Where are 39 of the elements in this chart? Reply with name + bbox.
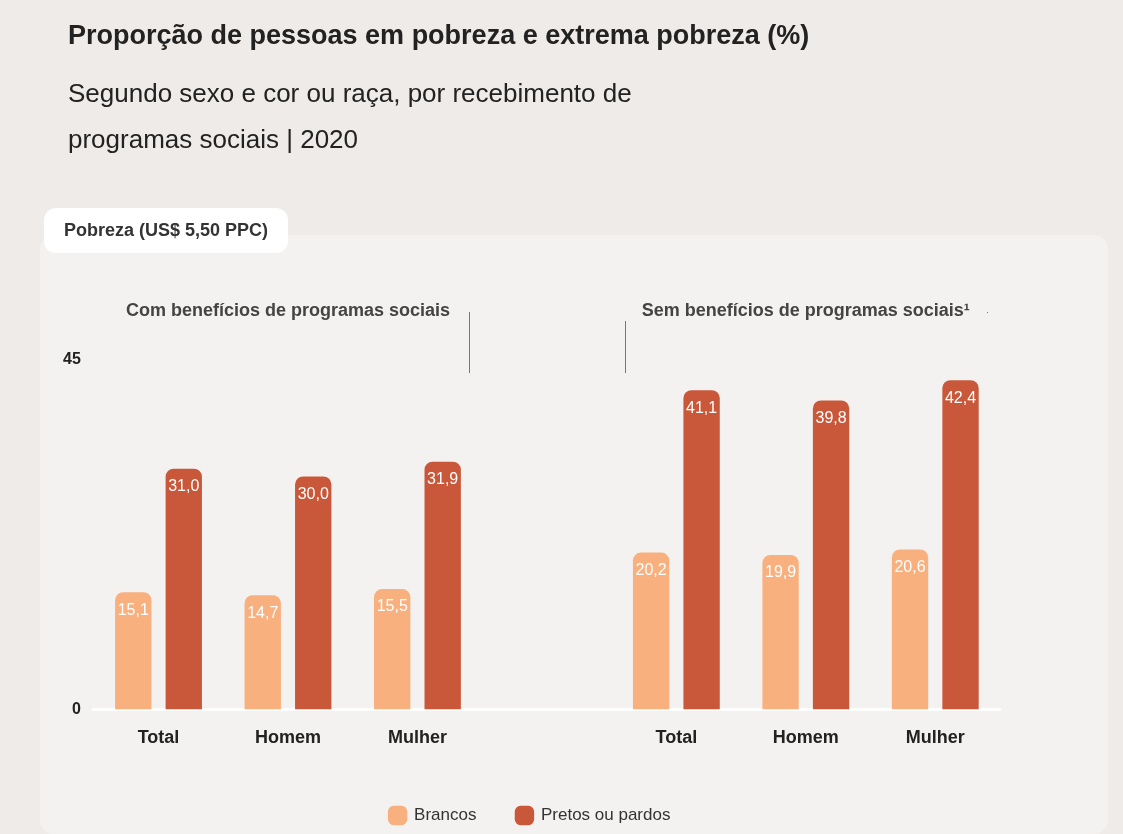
data-label: 31,0 [168, 477, 200, 495]
x-tick-label: Total [137, 727, 180, 748]
y-tick-label: 0 [71, 699, 81, 717]
chart-title: Proporção de pessoas em pobreza e extrema pobreza (%) [68, 20, 810, 51]
text: Com benefícios de programas sociais [106, 300, 470, 321]
data-label: 42,4 [944, 388, 977, 406]
bar [891, 549, 929, 710]
chart-subtitle: Segundo sexo e cor ou raça, por recebimento de programas sociais | 2020 [68, 77, 633, 156]
text: Pobreza (US$ 5,50 PPC) [44, 208, 289, 253]
data-label: 31,9 [427, 470, 459, 488]
x-tick-label: Mulher [905, 727, 965, 748]
legend-label: Brancos [414, 805, 477, 825]
bar [295, 476, 332, 710]
bar [374, 589, 411, 710]
data-label: 14,7 [247, 603, 279, 621]
y-tick-label: 45 [63, 350, 81, 368]
x-tick-label: Total [655, 727, 698, 748]
data-label: 41,1 [686, 398, 718, 416]
data-label: 19,9 [765, 563, 797, 581]
data-label: 39,8 [815, 408, 847, 426]
data-label: 20,6 [894, 557, 926, 575]
data-label: 20,2 [635, 560, 667, 578]
x-tick-label: Mulher [387, 727, 447, 748]
bar [942, 380, 979, 710]
data-label: 30,0 [297, 484, 329, 502]
bar [762, 554, 799, 710]
bar [244, 595, 281, 710]
data-label: 15,5 [376, 597, 408, 615]
x-tick-label: Homem [254, 727, 321, 748]
bar [165, 468, 202, 710]
bar [115, 592, 152, 710]
bar [424, 461, 461, 710]
x-tick-label: Homem [772, 727, 839, 748]
text: Sem benefícios de programas sociais¹ [624, 300, 988, 321]
data-label: 15,1 [117, 600, 149, 618]
legend-label: Pretos ou pardos [540, 805, 671, 825]
bar [812, 400, 850, 710]
bar [683, 390, 720, 710]
bar [632, 552, 670, 710]
